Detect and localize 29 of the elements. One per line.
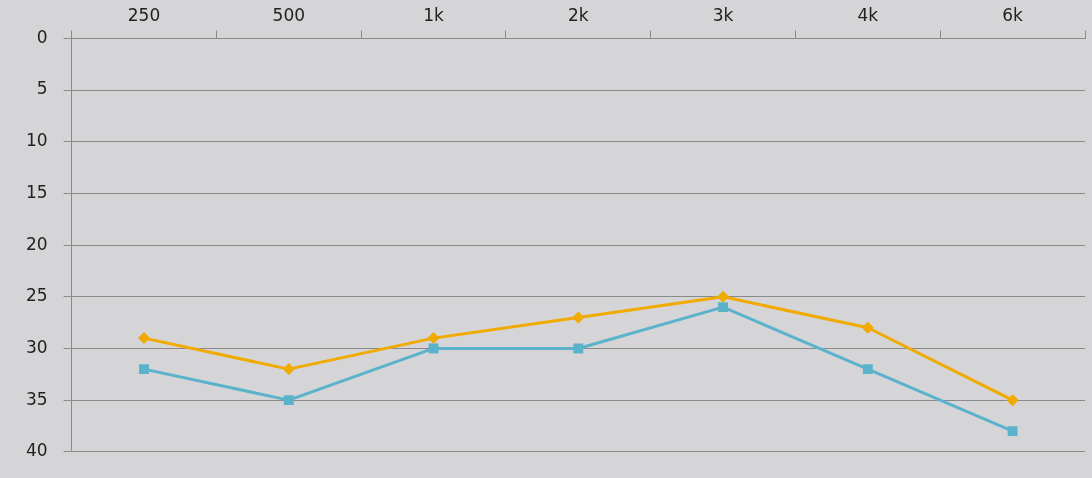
x-tick-label: 2k xyxy=(567,4,589,25)
x-tick-label: 1k xyxy=(423,4,445,25)
y-tick-label: 20 xyxy=(25,233,48,254)
point xyxy=(282,363,295,376)
point xyxy=(718,302,729,313)
point xyxy=(861,321,874,334)
point xyxy=(862,364,873,375)
y-tick-label: 25 xyxy=(25,285,48,306)
point xyxy=(1007,426,1018,437)
x-tick-label: 6k xyxy=(1002,4,1024,25)
x-tick-label: 500 xyxy=(272,4,306,25)
y-tick-label: 10 xyxy=(25,130,48,151)
y-tick-label: 40 xyxy=(25,440,48,461)
x-tick-label: 4k xyxy=(857,4,879,25)
x-tick-label: 3k xyxy=(712,4,734,25)
y-tick-label: 0 xyxy=(36,26,48,47)
point xyxy=(427,332,440,345)
point xyxy=(717,290,730,303)
y-tick-label: 5 xyxy=(36,78,48,99)
y-tick-label: 15 xyxy=(25,181,48,202)
point xyxy=(1006,394,1019,407)
point xyxy=(573,343,584,354)
point xyxy=(138,332,151,345)
point xyxy=(572,311,585,324)
point xyxy=(283,395,294,406)
x-tick-label: 250 xyxy=(127,4,161,25)
point xyxy=(139,364,149,375)
y-tick-label: 30 xyxy=(25,336,48,357)
y-tick-label: 35 xyxy=(25,388,48,409)
